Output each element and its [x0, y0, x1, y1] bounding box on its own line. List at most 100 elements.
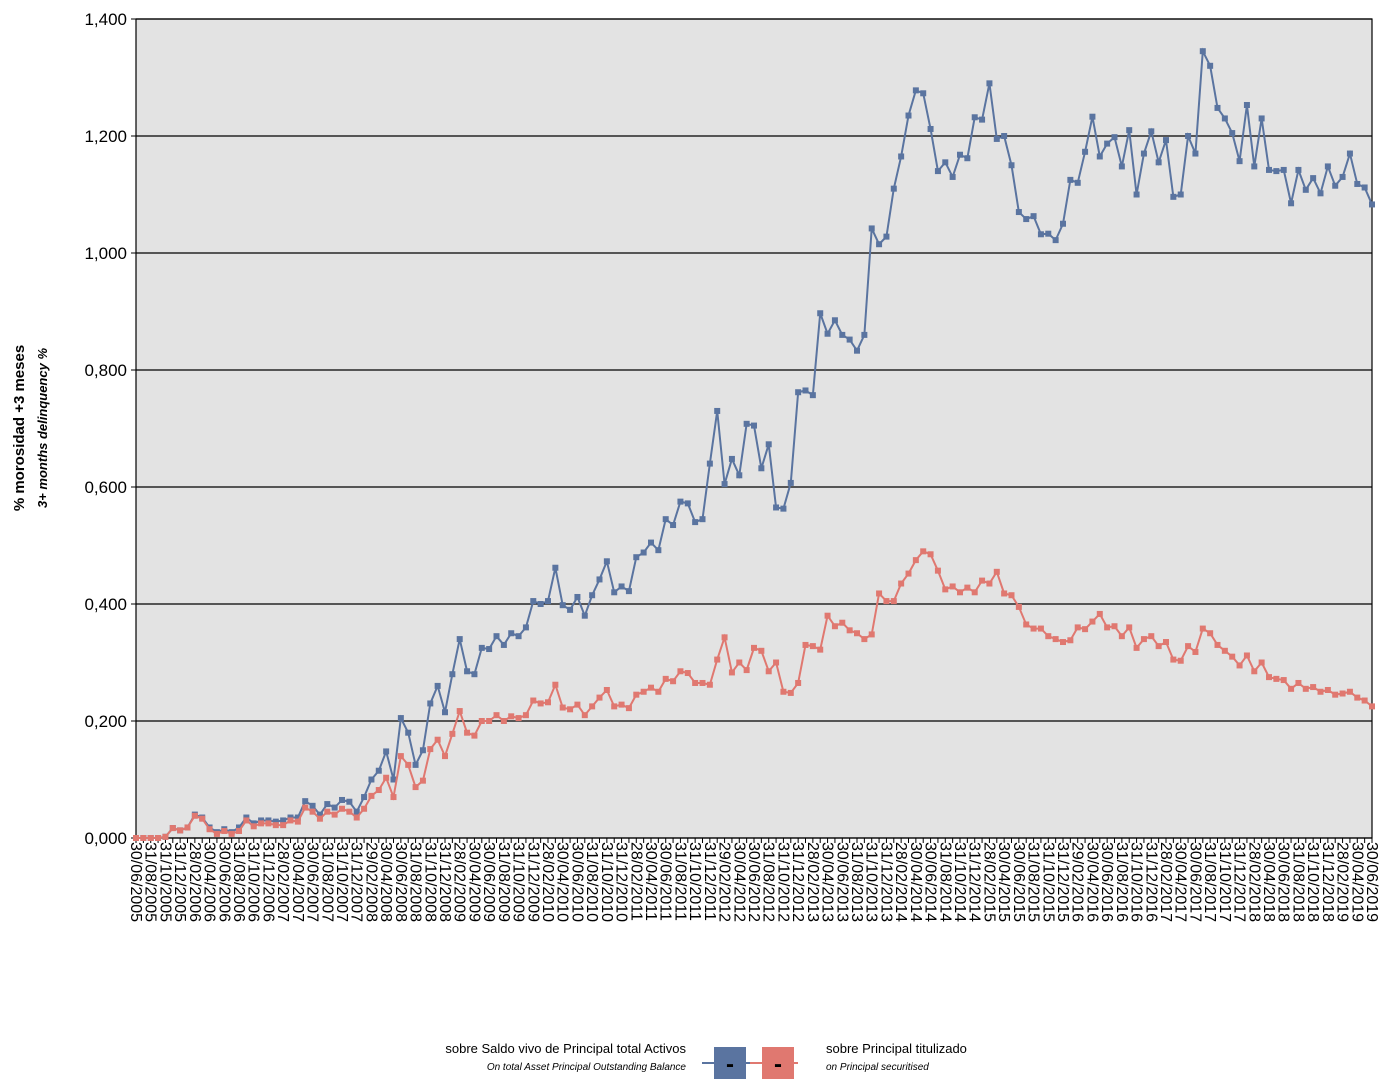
point — [162, 833, 169, 840]
point — [368, 776, 375, 783]
point — [236, 824, 242, 831]
point — [824, 612, 831, 619]
point — [758, 647, 765, 654]
x-tick-label: 28/02/2007 — [274, 842, 291, 922]
x-tick-label: 28/02/2017 — [1157, 842, 1174, 922]
point — [957, 589, 963, 596]
x-tick-label: 31/12/2009 — [524, 842, 541, 922]
legend-label: sobre Principal titulizado — [826, 1041, 967, 1056]
point — [1302, 685, 1309, 692]
x-tick-label: 28/02/2009 — [451, 842, 468, 922]
point — [530, 598, 537, 605]
x-tick-label: 28/02/2010 — [539, 842, 556, 922]
point — [839, 331, 846, 338]
point — [633, 691, 640, 698]
point — [780, 505, 787, 512]
x-tick-label: 30/04/2015 — [995, 842, 1012, 922]
point — [375, 767, 382, 774]
point — [1015, 209, 1022, 216]
y-tick-label: 0,600 — [84, 478, 127, 497]
x-tick-label: 30/06/2016 — [1098, 842, 1115, 922]
point — [979, 577, 986, 584]
point — [846, 336, 853, 343]
point — [1133, 191, 1140, 198]
point — [140, 835, 147, 841]
point — [1324, 163, 1331, 170]
point — [1155, 643, 1162, 650]
x-tick-label: 31/10/2009 — [510, 842, 527, 922]
point — [471, 671, 478, 678]
point — [817, 646, 824, 653]
x-tick-label: 30/06/2010 — [568, 842, 585, 922]
point — [831, 317, 838, 324]
point — [728, 455, 735, 462]
x-tick-label: 30/04/2014 — [907, 842, 924, 922]
point — [206, 826, 213, 833]
point — [1052, 237, 1059, 244]
point — [979, 116, 986, 123]
point — [228, 830, 235, 837]
point — [508, 630, 515, 637]
point — [464, 668, 471, 675]
x-tick-label: 30/06/2018 — [1275, 842, 1292, 922]
point — [721, 634, 728, 641]
point — [500, 718, 507, 724]
x-tick-label: 31/08/2018 — [1289, 842, 1306, 922]
point — [1332, 691, 1339, 698]
point — [1273, 168, 1280, 175]
x-tick-label: 31/08/2016 — [1113, 842, 1130, 922]
point — [133, 835, 139, 841]
point — [1140, 636, 1147, 643]
point — [706, 460, 713, 467]
point — [1074, 179, 1081, 186]
x-tick-label: 30/06/2019 — [1363, 842, 1380, 922]
point — [559, 704, 566, 711]
point — [515, 633, 522, 640]
point — [1008, 162, 1015, 169]
x-tick-label: 30/06/2009 — [480, 842, 497, 922]
y-axis-label: % morosidad +3 meses — [11, 345, 28, 511]
point — [405, 729, 412, 736]
point — [493, 633, 500, 640]
x-tick-label: 30/06/2011 — [657, 842, 674, 921]
point — [346, 808, 353, 815]
point — [1199, 48, 1206, 55]
point — [361, 794, 368, 801]
x-tick-label: 31/10/2011 — [686, 842, 703, 921]
point — [1089, 113, 1096, 120]
point — [294, 818, 301, 825]
point — [611, 589, 618, 596]
x-tick-label: 31/08/2005 — [142, 842, 159, 922]
point — [147, 835, 154, 841]
point — [1258, 115, 1265, 122]
point — [390, 776, 397, 783]
x-tick-label: 31/08/2009 — [495, 842, 512, 922]
x-tick-label: 30/04/2013 — [819, 842, 836, 922]
point — [1310, 684, 1317, 691]
point — [316, 815, 323, 822]
x-tick-label: 31/12/2010 — [613, 842, 630, 922]
point — [515, 715, 522, 722]
point — [787, 689, 794, 696]
point — [1361, 697, 1368, 704]
point — [1346, 150, 1353, 157]
point — [581, 612, 588, 619]
point — [934, 567, 941, 574]
point — [427, 746, 434, 753]
point — [751, 644, 757, 651]
point — [383, 774, 390, 781]
point — [1096, 153, 1103, 160]
point — [603, 558, 610, 565]
point — [876, 590, 883, 597]
point — [670, 678, 677, 685]
point — [478, 718, 485, 724]
point — [567, 706, 574, 713]
point — [1052, 636, 1059, 643]
point — [1185, 643, 1192, 650]
point — [942, 159, 949, 166]
point — [876, 241, 883, 248]
point — [1177, 191, 1184, 198]
point — [773, 659, 780, 666]
point — [280, 817, 287, 824]
point — [846, 627, 853, 634]
